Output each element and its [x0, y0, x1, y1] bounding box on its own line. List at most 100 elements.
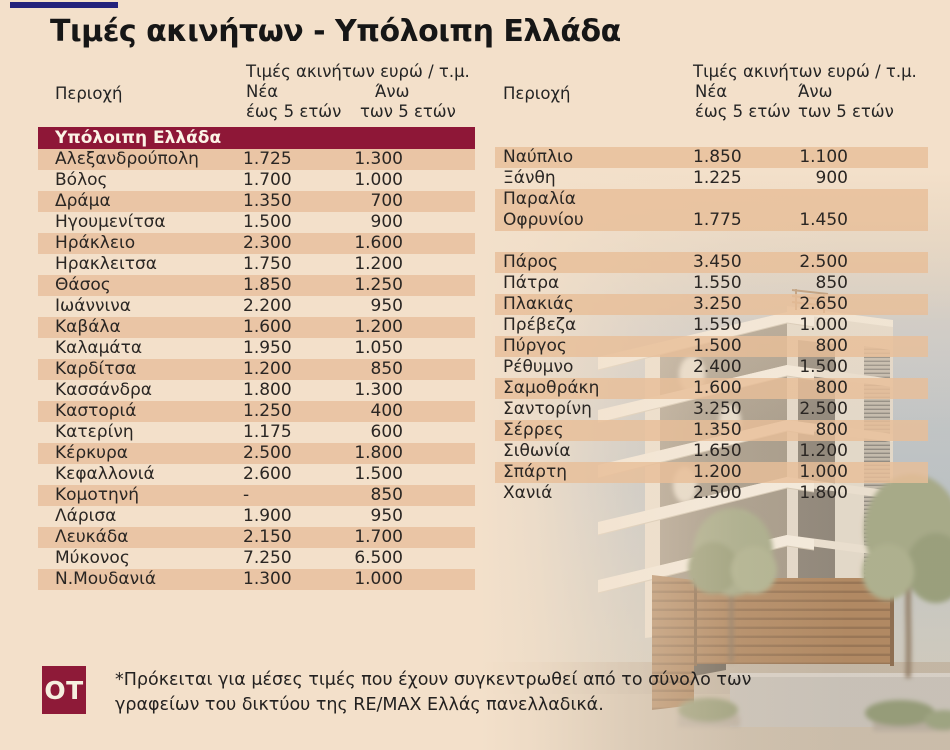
price-old-cell: 1.050: [354, 338, 403, 358]
price-new-cell: 1.350: [243, 191, 292, 211]
price-old-cell: 950: [370, 506, 403, 526]
price-new-cell: 1.725: [243, 149, 292, 169]
price-old-cell: 1.100: [799, 147, 848, 167]
price-old-cell: 2.500: [799, 252, 848, 272]
table-row: Κατερίνη 1.175 600: [38, 422, 475, 443]
column-header-old: Άνω των 5 ετών: [798, 82, 894, 121]
region-cell: Οφρυνίου: [503, 210, 584, 230]
price-new-cell: 2.150: [243, 527, 292, 547]
price-old-cell: 1.500: [799, 357, 848, 377]
price-new-cell: 1.175: [243, 422, 292, 442]
table-row: Ν.Μουδανιά 1.300 1.000: [38, 569, 475, 590]
price-new-cell: 1.600: [693, 378, 742, 398]
price-new-cell: 3.250: [693, 294, 742, 314]
price-old-cell: 1.450: [799, 210, 848, 230]
price-old-cell: 1.000: [799, 315, 848, 335]
price-new-cell: 1.200: [243, 359, 292, 379]
price-new-cell: 1.200: [693, 462, 742, 482]
region-cell: Δράμα: [55, 191, 111, 211]
table-row: Καρδίτσα 1.200 850: [38, 359, 475, 380]
table-row: Δράμα 1.350 700: [38, 191, 475, 212]
price-new-cell: 1.900: [243, 506, 292, 526]
region-cell: Καβάλα: [55, 317, 121, 337]
price-old-cell: 1.800: [799, 483, 848, 503]
region-cell: Ν.Μουδανιά: [55, 569, 157, 589]
region-cell: Ναύπλιο: [503, 147, 574, 167]
table-row: Καστοριά 1.250 400: [38, 401, 475, 422]
table-row: Σέρρες 1.350 800: [495, 420, 928, 441]
price-old-cell: 850: [370, 485, 403, 505]
table-row: Ηρακλειτσα 1.750 1.200: [38, 254, 475, 275]
price-new-cell: 1.850: [243, 275, 292, 295]
price-old-cell: 1.000: [799, 462, 848, 482]
price-new-cell: 1.750: [243, 254, 292, 274]
table-row: Κέρκυρα 2.500 1.800: [38, 443, 475, 464]
table-row: Πρέβεζα 1.550 1.000: [495, 315, 928, 336]
price-new-cell: 1.775: [693, 210, 742, 230]
price-new-cell: 2.600: [243, 464, 292, 484]
price-old-cell: 1.600: [354, 233, 403, 253]
table-rows: Αλεξανδρούπολη 1.725 1.300 Βόλος 1.700 1…: [38, 149, 475, 590]
footnote: *Πρόκειται για μέσες τιμές που έχουν συγ…: [115, 668, 751, 718]
table-row: Χανιά 2.500 1.800: [495, 483, 928, 504]
table-row: Οφρυνίου 1.775 1.450: [495, 210, 928, 231]
table-row: Κασσάνδρα 1.800 1.300: [38, 380, 475, 401]
price-old-cell: 1.700: [354, 527, 403, 547]
footnote-line-1: *Πρόκειται για μέσες τιμές που έχουν συγ…: [115, 670, 752, 690]
price-old-cell: 2.650: [799, 294, 848, 314]
price-new-cell: 1.500: [693, 336, 742, 356]
table-row: [495, 231, 928, 252]
table-row: Αλεξανδρούπολη 1.725 1.300: [38, 149, 475, 170]
price-old-cell: 900: [370, 212, 403, 232]
section-header: Υπόλοιπη Ελλάδα: [38, 127, 475, 149]
table-row: Ηγουμενίτσα 1.500 900: [38, 212, 475, 233]
footnote-line-2: γραφείων του δικτύου της RE/MAX Ελλάς πα…: [115, 695, 604, 715]
price-old-cell: 1.300: [354, 380, 403, 400]
region-cell: Ρέθυμνο: [503, 357, 574, 377]
ot-logo: OT: [42, 666, 86, 714]
table-row: Ξάνθη 1.225 900: [495, 168, 928, 189]
price-old-cell: 800: [815, 420, 848, 440]
region-cell: Ηράκλειο: [55, 233, 136, 253]
price-new-cell: 1.850: [693, 147, 742, 167]
price-old-cell: 800: [815, 336, 848, 356]
price-old-cell: 1.200: [799, 441, 848, 461]
region-cell: Ξάνθη: [503, 168, 556, 188]
price-old-cell: 800: [815, 378, 848, 398]
region-cell: Πύργος: [503, 336, 567, 356]
price-old-cell: 1.200: [354, 317, 403, 337]
price-old-cell: 400: [370, 401, 403, 421]
price-old-cell: 1.000: [354, 170, 403, 190]
region-cell: Κατερίνη: [55, 422, 134, 442]
price-old-cell: 850: [370, 359, 403, 379]
region-cell: Μύκονος: [55, 548, 130, 568]
table-row: Θάσος 1.850 1.250: [38, 275, 475, 296]
top-accent-bar: [10, 2, 118, 8]
column-header-price-group: Τιμές ακινήτων ευρώ / τ.μ.: [693, 62, 917, 81]
price-old-cell: 950: [370, 296, 403, 316]
region-cell: Πάρος: [503, 252, 559, 272]
price-new-cell: 1.250: [243, 401, 292, 421]
price-old-cell: 6.500: [354, 548, 403, 568]
region-cell: Κέρκυρα: [55, 443, 128, 463]
table-row: Λευκάδα 2.150 1.700: [38, 527, 475, 548]
region-cell: Σαμοθράκη: [503, 378, 600, 398]
region-cell: Καστοριά: [55, 401, 137, 421]
price-old-cell: 2.500: [799, 399, 848, 419]
price-old-cell: 1.800: [354, 443, 403, 463]
table-row: Ιωάννινα 2.200 950: [38, 296, 475, 317]
price-new-cell: -: [243, 485, 250, 505]
region-cell: Σιθωνία: [503, 441, 571, 461]
region-cell: Κεφαλλονιά: [55, 464, 155, 484]
region-cell: Κασσάνδρα: [55, 380, 153, 400]
region-cell: Καλαμάτα: [55, 338, 143, 358]
price-new-cell: 2.500: [243, 443, 292, 463]
table-row: Πάρος 3.450 2.500: [495, 252, 928, 273]
region-cell: Αλεξανδρούπολη: [55, 149, 199, 169]
table-row: Σαντορίνη 3.250 2.500: [495, 399, 928, 420]
region-cell: Λάρισα: [55, 506, 117, 526]
region-cell: Χανιά: [503, 483, 553, 503]
table-row: Σαμοθράκη 1.600 800: [495, 378, 928, 399]
price-new-cell: 1.300: [243, 569, 292, 589]
price-new-cell: 2.400: [693, 357, 742, 377]
